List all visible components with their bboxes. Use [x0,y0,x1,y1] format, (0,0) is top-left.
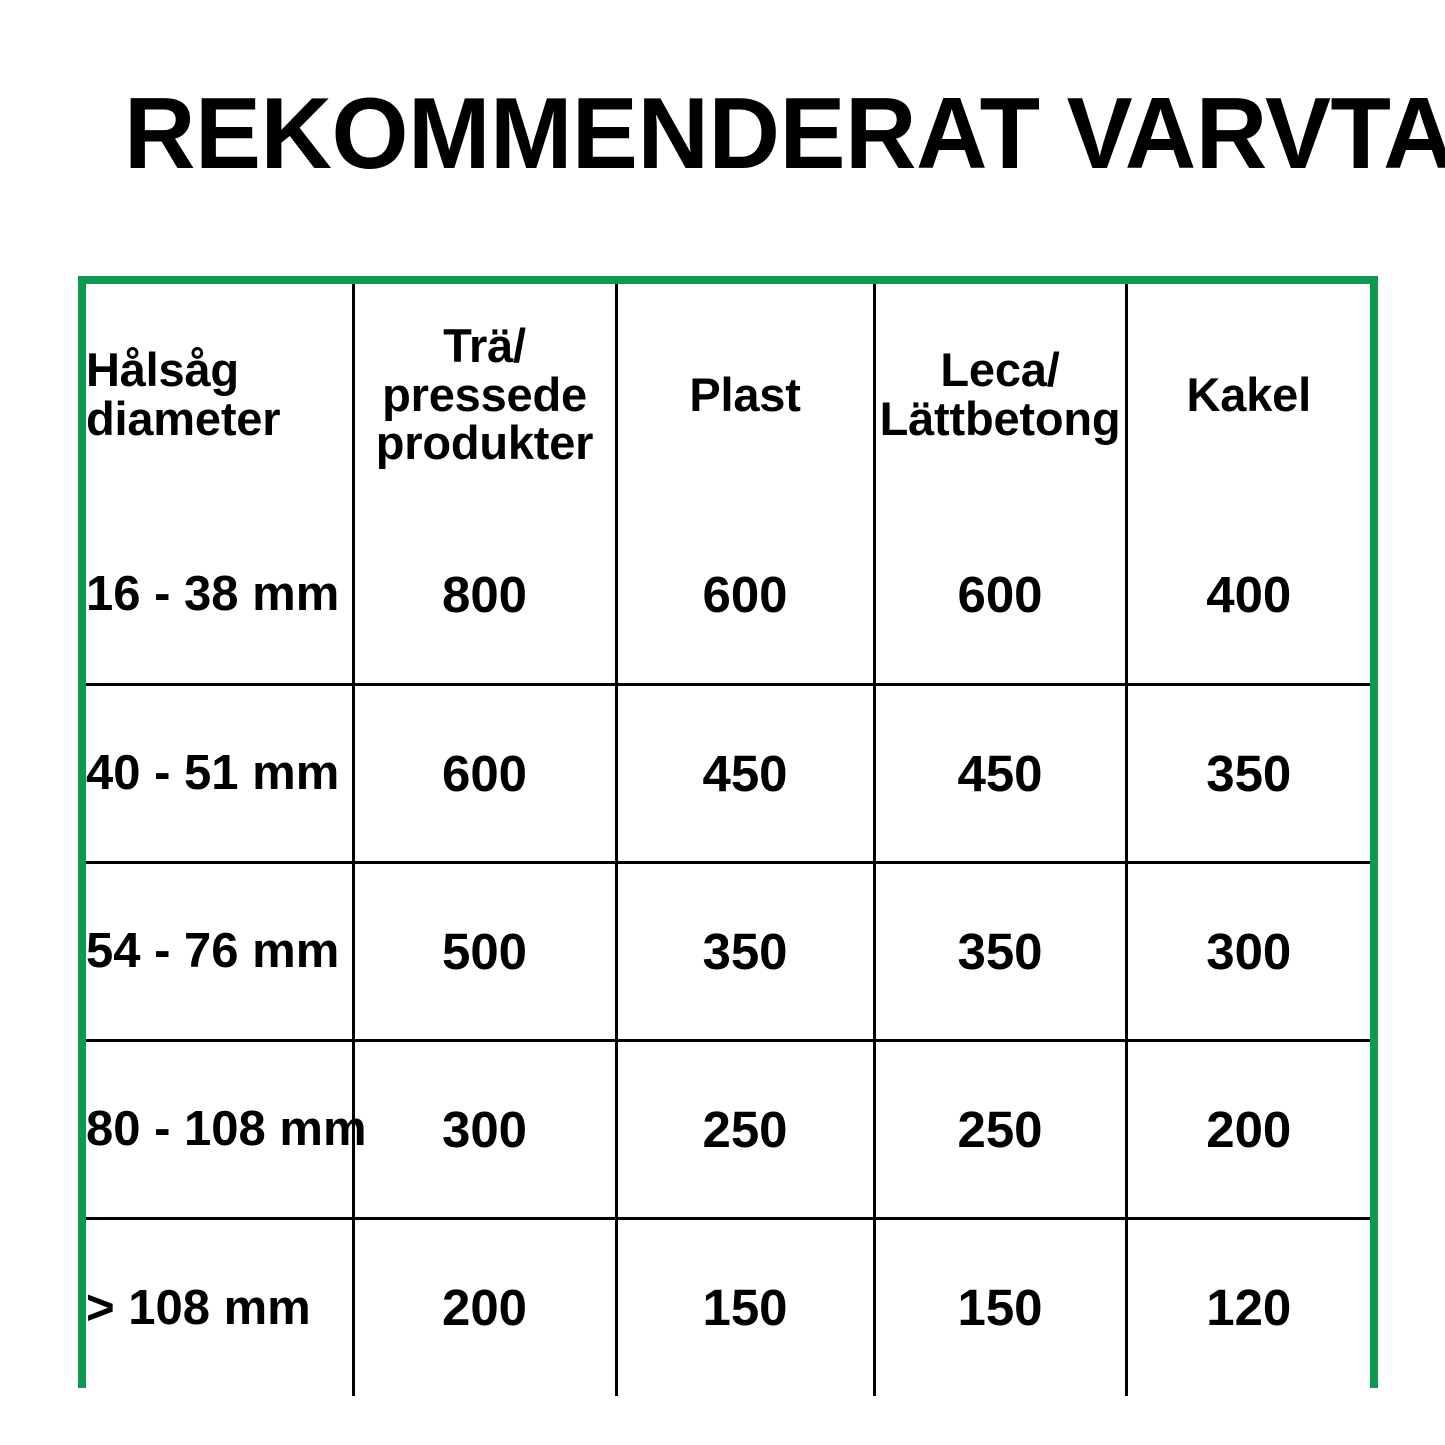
column-header-wood: Trä/ pressede produkter [353,284,618,506]
page-title: REKOMMENDERAT VARVTAL [124,78,1445,190]
table-row: 16 - 38 mm 800 600 600 400 [86,506,1370,686]
cell-leca: 350 [874,862,1128,1042]
column-header-diameter: Hålsåg diameter [86,284,355,506]
cell-leca: 150 [874,1218,1128,1396]
column-header-leca-line2: Lättbetong [879,392,1121,445]
table-row: 80 - 108 mm 300 250 250 200 [86,1040,1370,1220]
cell-wood: 800 [353,506,618,686]
column-header-wood-line2: produkter [375,416,594,470]
cell-diameter: 54 - 76 mm [86,862,355,1042]
cell-diameter: 16 - 38 mm [86,506,355,686]
cell-plast: 350 [616,862,876,1042]
column-header-leca-line1: Leca/ [940,343,1060,397]
recommended-speed-table-frame: Hålsåg diameter Trä/ pressede produkter … [78,276,1378,1396]
cell-kakel: 350 [1126,684,1370,864]
column-header-wood-line1: Trä/ pressede [382,318,587,421]
table-row: > 108 mm 200 150 150 120 [86,1218,1370,1396]
cell-plast: 150 [616,1218,876,1396]
cell-plast: 450 [616,684,876,864]
cell-kakel: 300 [1126,862,1370,1042]
column-header-kakel-line1: Kakel [1186,367,1312,421]
column-header-plast: Plast [616,284,876,506]
cell-wood: 600 [353,684,618,864]
cell-kakel: 400 [1126,506,1370,686]
table-header-row: Hålsåg diameter Trä/ pressede produkter … [86,284,1370,506]
cell-leca: 250 [874,1040,1128,1220]
table-row: 54 - 76 mm 500 350 350 300 [86,862,1370,1042]
cell-wood: 300 [353,1040,618,1220]
cell-leca: 450 [874,684,1128,864]
column-header-kakel: Kakel [1126,284,1370,506]
cell-diameter: 40 - 51 mm [86,684,355,864]
column-header-diameter-line2: diameter [86,392,281,445]
recommended-speed-table: Hålsåg diameter Trä/ pressede produkter … [86,284,1370,1396]
cell-leca: 600 [874,506,1128,686]
column-header-leca: Leca/ Lättbetong [874,284,1128,506]
cell-wood: 200 [353,1218,618,1396]
cell-diameter: > 108 mm [86,1218,355,1396]
cell-plast: 600 [616,506,876,686]
cell-kakel: 120 [1126,1218,1370,1396]
cell-diameter: 80 - 108 mm [86,1040,367,1220]
cell-wood: 500 [353,862,618,1042]
table-row: 40 - 51 mm 600 450 450 350 [86,684,1370,864]
column-header-diameter-line1: Hålsåg [86,343,239,397]
cell-kakel: 200 [1126,1040,1370,1220]
column-header-plast-line1: Plast [689,367,801,421]
cell-plast: 250 [616,1040,876,1220]
